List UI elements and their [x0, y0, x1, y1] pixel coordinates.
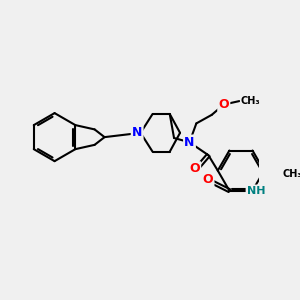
Text: O: O — [218, 98, 229, 111]
Text: O: O — [202, 173, 213, 186]
Text: O: O — [189, 162, 200, 176]
Text: N: N — [184, 136, 195, 149]
Text: N: N — [132, 126, 142, 139]
Text: CH₃: CH₃ — [241, 96, 261, 106]
Text: CH₃: CH₃ — [282, 169, 300, 179]
Text: NH: NH — [247, 186, 265, 196]
